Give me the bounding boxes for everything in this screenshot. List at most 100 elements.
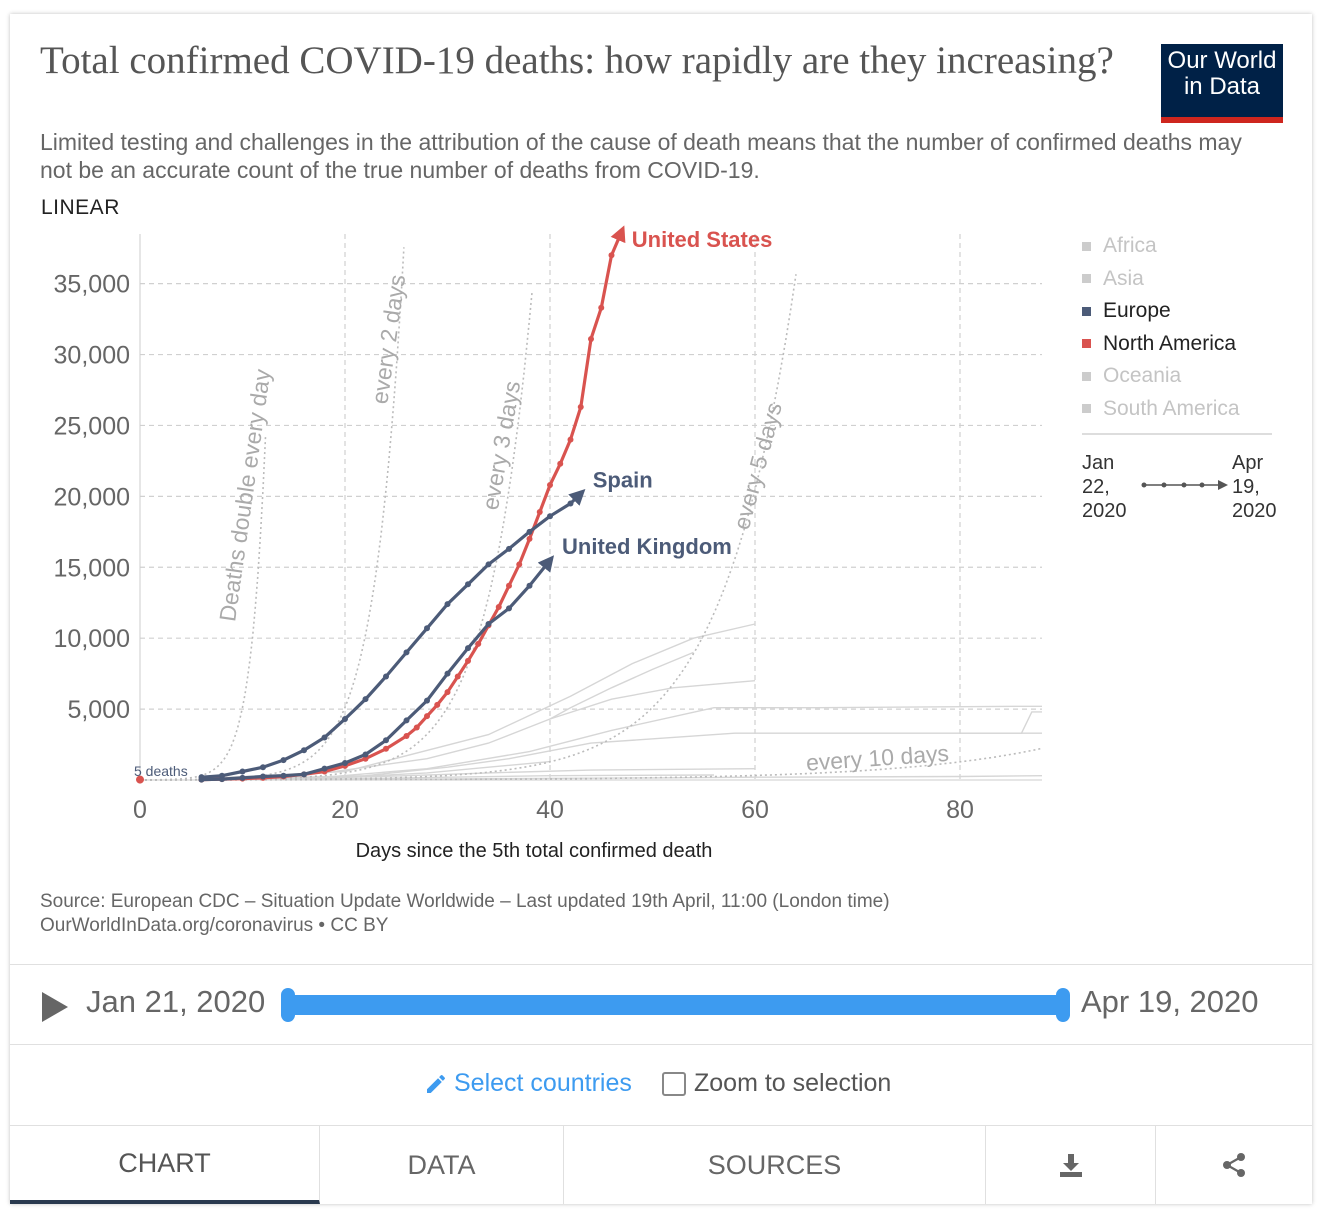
series-point	[239, 774, 246, 781]
legend-swatch	[1082, 306, 1091, 316]
zoom-to-selection[interactable]: Zoom to selection	[662, 1069, 891, 1098]
series-point	[403, 717, 410, 724]
tab-chart[interactable]: CHART	[10, 1126, 320, 1204]
series-point	[506, 605, 512, 612]
tab-bar: CHART DATA SOURCES	[10, 1125, 1312, 1205]
tab-sources[interactable]: SOURCES	[564, 1126, 986, 1204]
series-point	[598, 304, 605, 311]
series-label: Spain	[593, 468, 653, 493]
y-tick-label: 35,000	[54, 271, 130, 299]
source-line-2[interactable]: OurWorldInData.org/coronavirus • CC BY	[40, 915, 389, 936]
series-point	[577, 404, 584, 411]
chart-subtitle: Limited testing and challenges in the at…	[40, 129, 1242, 183]
controls-bar: Select countries Zoom to selection	[10, 1045, 1312, 1125]
series-point	[260, 764, 266, 771]
series-line	[201, 489, 586, 779]
series-point	[506, 582, 512, 589]
series-point	[465, 657, 471, 664]
source-line-1: Source: European CDC – Situation Update …	[40, 891, 890, 912]
legend-range-from: Jan 22, 2020	[1082, 452, 1127, 522]
y-tick-label: 20,000	[54, 483, 130, 511]
zoom-checkbox[interactable]	[662, 1071, 686, 1096]
chart-card: Total confirmed COVID-19 deaths: how rap…	[10, 14, 1312, 1204]
logo-line-2: in Data	[1183, 73, 1261, 100]
source-note: Source: European CDC – Situation Update …	[40, 890, 890, 938]
series-point	[557, 460, 564, 467]
legend-item[interactable]: Africa	[1082, 230, 1302, 263]
series-label: United States	[632, 227, 773, 252]
timeline-range-bar[interactable]	[284, 995, 1064, 1015]
owid-logo[interactable]: Our World in Data	[1161, 44, 1283, 123]
series-point	[485, 561, 492, 568]
tab-data[interactable]: DATA	[320, 1126, 564, 1204]
doubling-guide-label: every 3 days	[477, 379, 525, 512]
series-point	[485, 621, 492, 627]
series-point	[506, 545, 512, 552]
select-countries-button[interactable]: Select countries	[424, 1069, 632, 1098]
series-point	[383, 673, 389, 680]
legend-label: North America	[1103, 331, 1237, 355]
legend-item[interactable]: South America	[1082, 393, 1302, 426]
y-tick-label: 5,000	[67, 696, 130, 724]
divider	[10, 964, 1312, 965]
series-point	[547, 513, 553, 520]
tab-download[interactable]	[986, 1126, 1156, 1204]
tab-share[interactable]	[1156, 1126, 1312, 1204]
series-point	[413, 724, 420, 731]
legend-date-range: Jan 22, 2020 Apr 19, 2020	[1082, 451, 1302, 531]
legend-item[interactable]: North America	[1082, 328, 1302, 361]
select-countries-label: Select countries	[454, 1069, 632, 1097]
series-point	[321, 765, 328, 772]
legend-swatch	[1082, 371, 1091, 381]
series-point	[588, 335, 594, 342]
series-point	[454, 673, 461, 680]
y-tick-label: 15,000	[54, 554, 130, 582]
legend-item[interactable]: Oceania	[1082, 360, 1302, 393]
series-point	[362, 755, 369, 762]
chart-title: Total confirmed COVID-19 deaths: how rap…	[40, 39, 1114, 82]
timeline-end-handle[interactable]	[1056, 988, 1070, 1022]
series-line	[201, 555, 555, 782]
series-point	[362, 751, 369, 758]
scale-toggle[interactable]: LINEAR	[41, 196, 120, 219]
series-point	[444, 670, 451, 677]
series-point	[424, 713, 430, 720]
series-point	[198, 776, 205, 783]
legend-swatch	[1082, 241, 1091, 251]
x-tick-label: 80	[946, 796, 974, 824]
legend: Africa Asia Europe North America Oceania Sout…	[1082, 230, 1302, 531]
x-axis-title: Days since the 5th total confirmed death	[356, 840, 713, 862]
doubling-guide-line	[140, 747, 1043, 781]
x-tick-label: 40	[536, 796, 564, 824]
play-icon[interactable]	[42, 992, 68, 1022]
legend-item[interactable]: Europe	[1082, 295, 1302, 328]
series-point	[465, 581, 471, 588]
legend-label: Asia	[1103, 266, 1144, 290]
timeline-start-label: Jan 21, 2020	[86, 984, 266, 1019]
doubling-guide-line	[140, 247, 405, 781]
series-point	[526, 535, 533, 542]
series-point	[239, 768, 246, 775]
background-country-line	[201, 623, 756, 780]
share-icon	[1223, 1153, 1245, 1177]
legend-item[interactable]: Asia	[1082, 263, 1302, 296]
background-country-line	[549, 651, 694, 720]
divider	[10, 1044, 1312, 1045]
legend-swatch	[1082, 404, 1091, 414]
doubling-guide-label: every 10 days	[805, 740, 950, 776]
line-chart: 5,000 10,000 15,000 20,000 25,000 30,000 35,00…	[54, 225, 1043, 862]
series-point	[260, 773, 266, 780]
zoom-label: Zoom to selection	[694, 1069, 892, 1097]
series-point	[362, 696, 369, 703]
mini-timeline-icon	[1141, 480, 1228, 490]
series-line	[201, 225, 626, 782]
timeline-start-handle[interactable]	[281, 988, 295, 1022]
legend-label: South America	[1103, 396, 1240, 420]
doubling-guide-label: every 5 days	[728, 400, 787, 533]
doubling-guide-label: every 2 days	[366, 273, 410, 406]
series-point	[424, 697, 430, 704]
background-country-line	[201, 705, 1042, 780]
legend-label: Europe	[1103, 299, 1171, 323]
start-label: 5 deaths	[134, 763, 188, 779]
doubling-guide-label: Deaths double every day	[214, 367, 275, 623]
